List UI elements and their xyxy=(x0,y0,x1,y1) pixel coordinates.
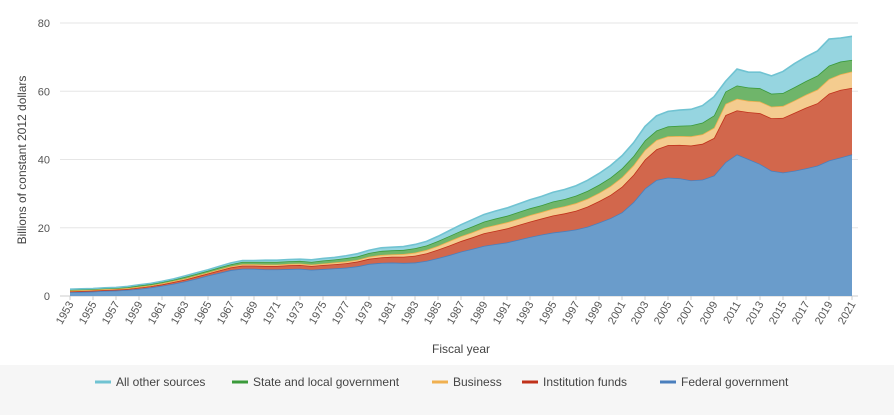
y-tick-label-60: 60 xyxy=(38,86,50,98)
y-tick-label-20: 20 xyxy=(38,223,50,235)
y-tick-label-40: 40 xyxy=(38,155,50,167)
legend-label-federal-government: Federal government xyxy=(681,375,789,389)
y-tick-label-0: 0 xyxy=(44,291,50,303)
area-institution-funds xyxy=(70,87,852,293)
legend-label-state-and-local-government: State and local government xyxy=(253,375,400,389)
y-axis: 0 20 40 60 80 xyxy=(38,18,50,303)
legend-item-all-other-sources: All other sources xyxy=(95,375,205,389)
y-tick-label-80: 80 xyxy=(38,18,50,30)
legend-item-institution-funds: Institution funds xyxy=(522,375,627,389)
area-series-group xyxy=(69,35,853,296)
legend: All other sources State and local governm… xyxy=(95,375,789,389)
y-axis-title: Billions of constant 2012 dollars xyxy=(15,76,29,245)
legend-item-state-and-local-government: State and local government xyxy=(232,375,400,389)
legend-label-business: Business xyxy=(453,375,502,389)
legend-item-federal-government: Federal government xyxy=(660,375,789,389)
legend-label-all-other-sources: All other sources xyxy=(116,375,205,389)
legend-label-institution-funds: Institution funds xyxy=(543,375,627,389)
area-federal-government xyxy=(70,154,852,296)
legend-background xyxy=(0,365,894,415)
line-all-other-sources xyxy=(69,35,853,290)
legend-item-business: Business xyxy=(432,375,502,389)
x-axis-title: Fiscal year xyxy=(432,342,490,356)
